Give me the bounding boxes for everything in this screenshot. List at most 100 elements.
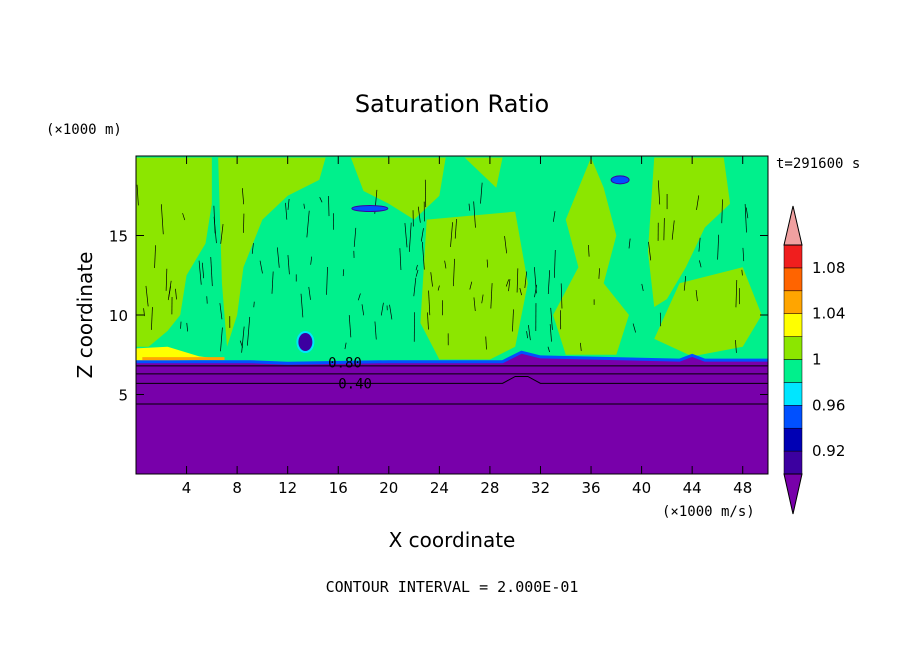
x-tick-label: 8: [232, 479, 242, 497]
contour-streak: [186, 322, 188, 332]
contour-streak: [287, 198, 290, 210]
contour-streak: [361, 304, 365, 316]
x-tick-label: 48: [733, 479, 752, 497]
contour-streak: [524, 271, 528, 289]
contour-label: 0.80: [328, 356, 362, 372]
contour-streak: [253, 301, 255, 308]
contour-streak: [696, 195, 700, 211]
contour-streak: [430, 272, 433, 287]
x-tick-label: 24: [430, 479, 449, 497]
contour-streak: [213, 216, 217, 244]
contour-streak: [287, 255, 290, 275]
supersaturated-edge-core: [142, 357, 225, 361]
contour-streak: [276, 247, 280, 268]
contour-streak: [428, 290, 431, 316]
contour-streak: [552, 211, 556, 222]
contour-streak: [399, 248, 402, 271]
contour-streak: [648, 241, 652, 261]
y-tick-label: 10: [109, 307, 128, 325]
x-tick-label: 4: [182, 479, 192, 497]
colorbar-bin: [783, 290, 803, 314]
contour-streak: [554, 249, 556, 278]
contour-streak: [598, 268, 600, 279]
contour-streak: [560, 283, 563, 309]
contour-streak: [220, 327, 223, 352]
contour-streak: [735, 280, 738, 308]
y-unit-label: (×1000 m): [46, 122, 122, 138]
contour-interval-note: CONTOUR INTERVAL = 2.000E-01: [326, 578, 579, 596]
contour-streak: [145, 285, 149, 307]
contour-streak: [745, 207, 749, 219]
x-unit-label: (×1000 m/s): [662, 504, 755, 520]
contour-label: 0.40: [338, 376, 372, 392]
contour-streak: [210, 256, 213, 287]
contour-streak: [486, 259, 489, 268]
x-tick-label: 28: [480, 479, 499, 497]
contour-streak: [512, 309, 514, 332]
contour-streak: [413, 277, 417, 297]
colorbar-bin: [783, 427, 803, 452]
contour-streak: [698, 237, 701, 252]
contour-streak: [167, 286, 171, 301]
contour-streak: [641, 283, 644, 291]
contour-streak: [671, 220, 675, 240]
colorbar-bin: [783, 382, 803, 406]
contour-streak: [721, 199, 723, 224]
contour-streak: [259, 260, 263, 274]
contour-streak: [201, 262, 205, 279]
contour-streak: [534, 267, 537, 294]
y-axis-label: Z coordinate: [73, 252, 97, 379]
x-tick-label: 44: [683, 479, 702, 497]
contour-streak: [247, 316, 251, 346]
contour-streak: [251, 243, 254, 254]
contour-streak: [353, 227, 357, 247]
contour-streak: [198, 260, 202, 285]
contour-streak: [469, 281, 473, 290]
contour-streak: [534, 284, 538, 298]
contour-streak: [427, 312, 429, 330]
supersaturated-patch: [350, 157, 446, 220]
supersaturated-patch: [420, 211, 528, 360]
contour-streak: [300, 293, 304, 318]
contour-streak: [420, 228, 424, 242]
plot-area: [136, 156, 768, 474]
colorbar-under-arrow: [783, 473, 803, 515]
contour-streak: [657, 180, 661, 205]
contour-streak: [415, 269, 419, 277]
colorbar-bin: [783, 336, 803, 360]
contour-streak: [143, 308, 145, 317]
colorbar-label: 1: [812, 351, 822, 369]
contour-streak: [415, 264, 418, 271]
contour-streak: [485, 336, 487, 350]
contour-streak: [404, 223, 408, 248]
contour-streak: [683, 276, 687, 291]
contour-streak: [342, 269, 345, 277]
colorbar-bin: [783, 405, 803, 429]
contour-streak: [444, 260, 447, 269]
contour-streak: [374, 321, 377, 340]
contour-streak: [241, 188, 245, 205]
contour-streak: [742, 247, 745, 262]
contour-streak: [450, 222, 453, 248]
contour-streak: [348, 315, 352, 338]
contour-line: [136, 375, 768, 384]
y-tick-label: 15: [109, 228, 128, 246]
contour-streak: [151, 307, 153, 330]
contour-streak: [417, 206, 421, 223]
colorbar-label: 0.96: [812, 396, 845, 414]
colorbar-label: 1.08: [812, 259, 845, 277]
x-tick-label: 40: [632, 479, 651, 497]
contour-streak: [588, 245, 590, 257]
contour-streak: [308, 286, 311, 300]
contour-streak: [547, 346, 550, 353]
contour-streak: [319, 197, 323, 203]
x-tick-label: 12: [278, 479, 297, 497]
contour-streak: [310, 256, 313, 265]
contour-streak: [516, 268, 519, 293]
contour-streak: [357, 293, 361, 301]
upper-dry-blob: [610, 175, 630, 185]
contour-streak: [744, 204, 747, 233]
x-tick-label: 20: [379, 479, 398, 497]
